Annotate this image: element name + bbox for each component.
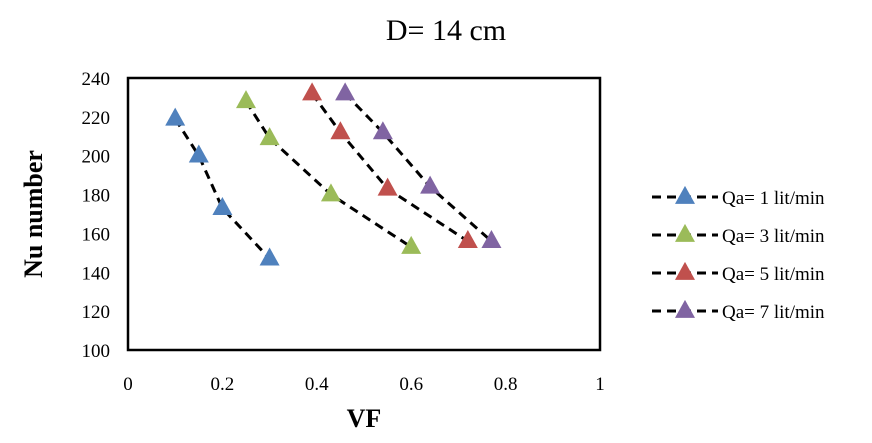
series-line — [244, 100, 413, 249]
data-point — [335, 82, 356, 101]
y-tick-label: 180 — [82, 186, 111, 207]
data-point — [259, 127, 280, 146]
legend-label: Qa= 5 lit/min — [722, 264, 825, 285]
data-point — [420, 175, 441, 194]
data-point — [165, 107, 186, 126]
data-point — [372, 121, 393, 140]
series-line — [310, 92, 469, 243]
y-tick-label: 140 — [82, 263, 111, 284]
legend-label: Qa= 7 lit/min — [722, 302, 825, 323]
legend-label: Qa= 1 lit/min — [722, 188, 825, 209]
data-point — [377, 177, 398, 196]
x-tick-label: 0.4 — [305, 374, 329, 395]
data-point — [188, 144, 209, 163]
x-axis-label: VF — [347, 404, 382, 433]
y-axis-label: Nu number — [19, 150, 48, 278]
legend-marker — [675, 261, 695, 280]
data-point — [302, 82, 323, 101]
series-line — [344, 92, 493, 243]
data-point — [236, 90, 256, 109]
legend-item: Qa= 5 lit/min — [652, 261, 825, 285]
plot-area-border — [126, 76, 602, 352]
y-tick-label: 160 — [82, 224, 111, 245]
legend-marker — [675, 299, 695, 318]
chart-title: D= 14 cm — [386, 14, 506, 47]
series-layer — [165, 82, 502, 266]
x-tick-label: 0.6 — [399, 374, 423, 395]
data-point — [457, 230, 478, 249]
x-axis-ticks: 0 0.2 0.4 0.6 0.8 1 — [123, 374, 605, 395]
data-point — [212, 197, 233, 216]
y-tick-label: 220 — [82, 108, 111, 129]
data-point — [330, 121, 351, 140]
data-point — [481, 230, 502, 249]
legend-marker — [675, 223, 695, 242]
y-tick-label: 100 — [82, 341, 111, 362]
legend-label: Qa= 3 lit/min — [722, 226, 825, 247]
y-tick-label: 120 — [82, 302, 111, 323]
y-tick-label: 240 — [82, 69, 111, 90]
x-tick-label: 1 — [595, 374, 605, 395]
legend-item: Qa= 7 lit/min — [652, 299, 825, 323]
x-tick-label: 0.8 — [494, 374, 518, 395]
data-point — [259, 247, 280, 266]
legend-item: Qa= 1 lit/min — [652, 185, 825, 209]
y-tick-label: 200 — [82, 147, 111, 168]
series-line — [173, 117, 271, 260]
legend-marker — [675, 185, 695, 204]
legend-item: Qa= 3 lit/min — [652, 223, 825, 247]
legend: Qa= 1 lit/min Qa= 3 lit/min Qa= 5 lit/min Q… — [652, 185, 825, 323]
data-point — [320, 183, 341, 202]
data-point — [401, 235, 422, 254]
x-tick-label: 0 — [123, 374, 133, 395]
x-tick-label: 0.2 — [211, 374, 235, 395]
y-axis-ticks: 100 120 140 160 180 200 220 240 — [82, 69, 111, 362]
